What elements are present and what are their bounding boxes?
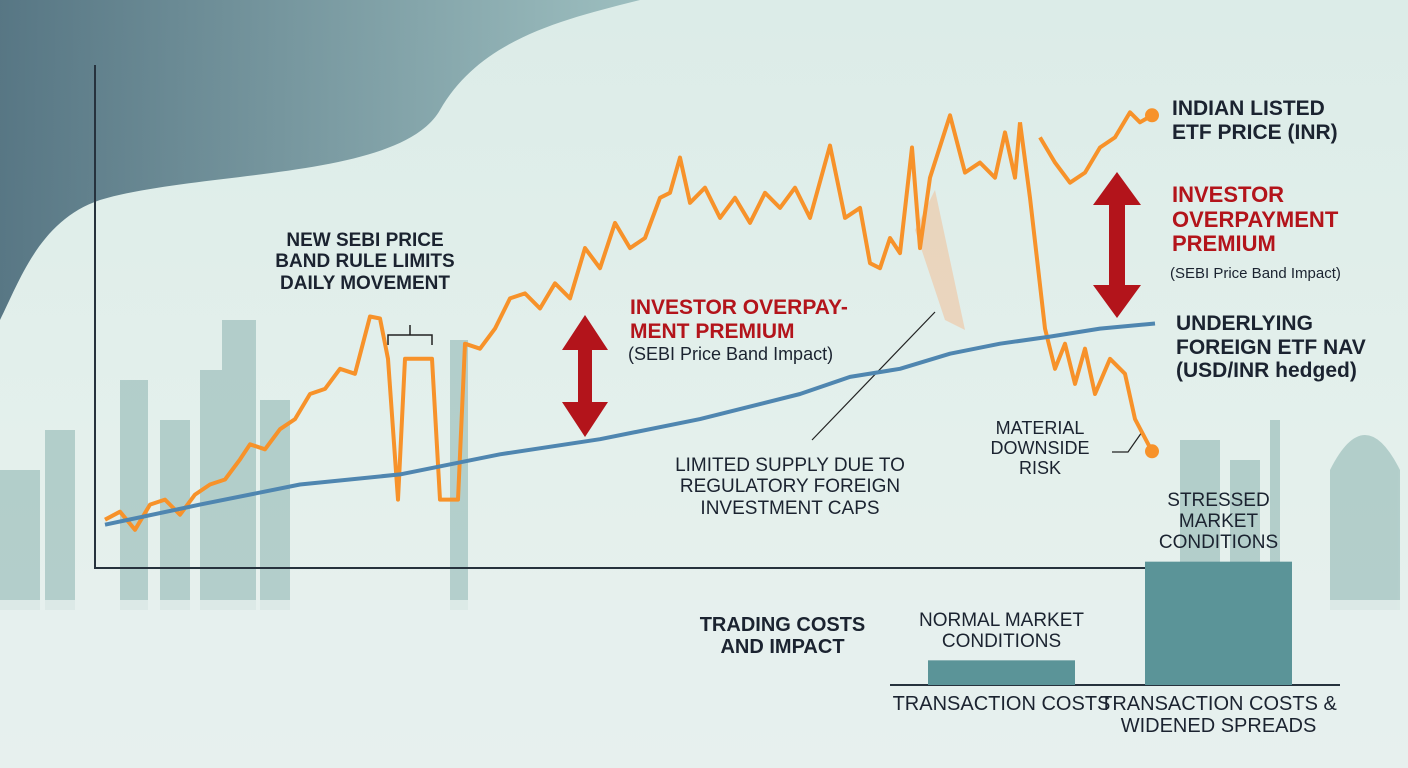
end-dot: [1145, 108, 1159, 123]
end-dot: [1145, 444, 1159, 459]
annotation: INVESTOR OVERPAY- MENT PREMIUM: [630, 296, 848, 343]
series-line: [104, 321, 1156, 527]
annotation: LIMITED SUPPLY DUE TO REGULATORY FOREIGN…: [675, 455, 905, 519]
bar: [928, 660, 1075, 685]
premium-arrow: [562, 315, 608, 437]
leader-line: [811, 311, 936, 441]
premium-arrow: [1093, 172, 1141, 318]
series-label: INDIAN LISTED ETF PRICE (INR): [1172, 97, 1338, 144]
annotation: (SEBI Price Band Impact): [628, 344, 834, 364]
annotation: INVESTOR OVERPAYMENT PREMIUM: [1172, 182, 1339, 257]
header-backdrop: [0, 0, 640, 320]
annotation: NEW SEBI PRICE BAND RULE LIMITS DAILY MO…: [275, 230, 455, 294]
series-line: [104, 110, 1154, 532]
bracket: [387, 325, 433, 345]
annotation: (SEBI Price Band Impact): [1170, 265, 1341, 282]
x-tick-label: TRANSACTION COSTS & WIDENED SPREADS: [1100, 693, 1337, 738]
bar-label: STRESSED MARKET CONDITIONS: [1158, 489, 1279, 554]
axes: [94, 65, 1155, 569]
x-tick-label: TRANSACTION COSTS: [892, 693, 1111, 715]
bar-title: TRADING COSTS AND IMPACT: [699, 614, 866, 659]
ground: [0, 600, 1408, 768]
series-label: UNDERLYING FOREIGN ETF NAV (USD/INR hedg…: [1176, 312, 1366, 383]
series-label: MATERIAL DOWNSIDE RISK: [990, 418, 1090, 479]
highlight: [915, 190, 965, 330]
bar-label: NORMAL MARKET CONDITIONS: [918, 609, 1085, 653]
bar: [1145, 561, 1292, 685]
leader-line: [1112, 431, 1143, 453]
series-line: [1018, 122, 1154, 453]
